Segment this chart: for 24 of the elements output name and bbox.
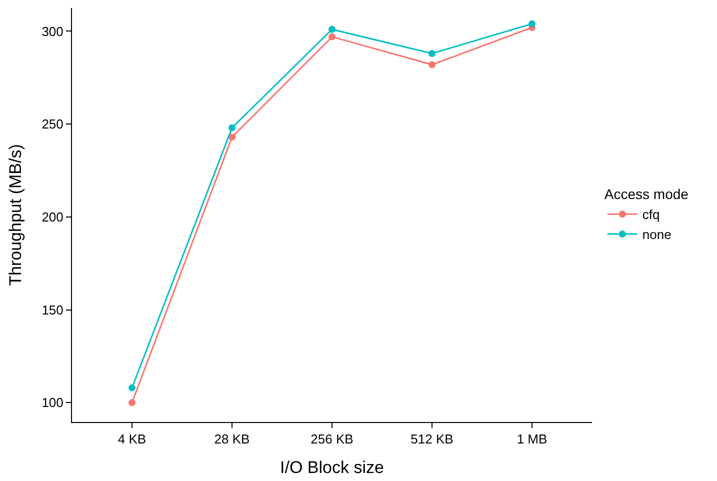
x-tick-label: 1 MB [516,432,548,447]
point [228,124,236,132]
point [328,26,336,33]
point [428,50,436,57]
legend-title: Access mode [604,186,689,202]
legend-label: cfq [642,207,660,222]
y-tick-label: 300 [42,24,64,39]
y-tick-label: 250 [42,116,64,132]
point [428,61,436,68]
x-tick-label: 28 KB [214,432,250,447]
point [228,134,236,141]
legend-label: none [642,227,672,242]
x-tick-label: 512 KB [410,432,454,447]
x-axis-title: I/O Block size [280,458,384,477]
x-tick-label: 4 KB [118,432,146,447]
y-tick-label: 200 [42,210,64,224]
y-axis-title: Throughput (MB/s) [6,144,26,286]
point [528,20,536,28]
x-tick-label: 256 KB [310,432,354,447]
point [128,384,136,392]
y-tick-label: 150 [42,302,64,318]
point [328,33,336,40]
point [128,399,136,406]
y-tick-label: 100 [42,395,64,410]
